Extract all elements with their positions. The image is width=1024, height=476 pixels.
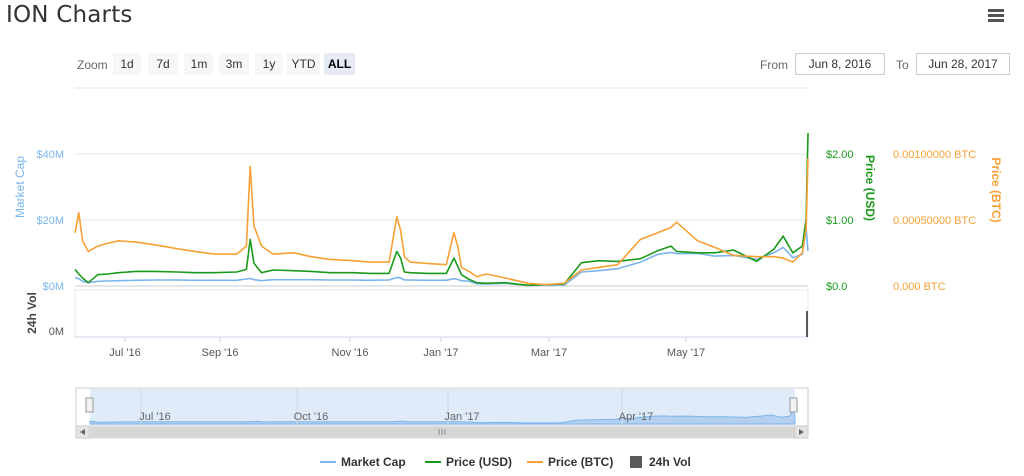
chart-legend: Market Cap Price (USD) Price (BTC) 24h V… — [0, 455, 1024, 469]
market-cap-tick-1: $20M — [36, 215, 64, 227]
market-cap-tick-0: $0M — [43, 281, 64, 293]
zoom-1y-button[interactable]: 1y — [255, 53, 283, 75]
legend-volume-swatch — [630, 456, 642, 468]
navigator-tick-2: Jan '17 — [444, 411, 479, 423]
legend-price-usd-label: Price (USD) — [446, 455, 513, 469]
x-tick-label-3: Jan '17 — [423, 347, 458, 359]
price-usd-tick-0: $0.0 — [826, 281, 847, 293]
price-btc-axis-title: Price (BTC) — [989, 157, 1003, 222]
page-title: ION Charts — [6, 2, 133, 28]
market-cap-axis-title: Market Cap — [13, 156, 27, 218]
volume-bar-56[interactable] — [806, 311, 808, 337]
x-tick-label-4: Mar '17 — [531, 347, 567, 359]
volume-panel — [74, 289, 809, 338]
chart-axes: $0M $20M $40M Market Cap $0.0 $1.00 $2.00 Price… — [13, 149, 1003, 359]
volume-axis-title: 24h Vol — [25, 292, 39, 334]
legend-market-cap[interactable]: Market Cap — [320, 455, 406, 469]
to-label: To — [896, 58, 909, 72]
legend-volume-label: 24h Vol — [649, 455, 691, 469]
legend-price-btc-swatch — [527, 461, 543, 463]
zoom-ytd-button[interactable]: YTD — [287, 53, 320, 75]
legend-volume[interactable]: 24h Vol — [630, 455, 691, 469]
from-label: From — [760, 58, 788, 72]
series-market-cap[interactable] — [74, 227, 809, 287]
legend-price-usd-swatch — [425, 461, 441, 463]
series-price-usd[interactable] — [74, 133, 809, 287]
to-date-input[interactable]: Jun 28, 2017 — [916, 53, 1010, 75]
price-usd-tick-1: $1.00 — [826, 215, 854, 227]
zoom-1d-button[interactable]: 1d — [113, 53, 141, 75]
navigator: Jul '16 Oct '16 Jan '17 Apr '17 — [75, 387, 809, 439]
legend-market-cap-label: Market Cap — [341, 455, 406, 469]
market-cap-tick-2: $40M — [36, 149, 64, 161]
navigator-series — [89, 409, 796, 425]
zoom-label: Zoom — [77, 58, 108, 72]
legend-market-cap-swatch — [320, 461, 336, 463]
navigator-handle-left[interactable] — [85, 397, 94, 413]
legend-price-usd[interactable]: Price (USD) — [425, 455, 512, 469]
chart-grid — [74, 87, 809, 338]
from-date-input[interactable]: Jun 8, 2016 — [795, 53, 885, 75]
zoom-7d-button[interactable]: 7d — [148, 53, 178, 75]
price-usd-axis-title: Price (USD) — [863, 155, 877, 221]
zoom-all-button[interactable]: ALL — [324, 53, 355, 75]
scrollbar-left-arrow-icon — [80, 429, 85, 435]
chart-series — [74, 133, 809, 337]
price-btc-tick-0: 0.000 BTC — [893, 281, 946, 293]
zoom-1m-button[interactable]: 1m — [184, 53, 214, 75]
x-tick-label-2: Nov '16 — [332, 347, 369, 359]
zoom-3m-button[interactable]: 3m — [219, 53, 249, 75]
x-tick-label-5: May '17 — [667, 347, 705, 359]
series-price-btc[interactable] — [74, 158, 809, 286]
navigator-tick-1: Oct '16 — [294, 411, 329, 423]
price-usd-tick-2: $2.00 — [826, 149, 854, 161]
navigator-handle-right[interactable] — [789, 397, 798, 413]
price-btc-tick-1: 0.00050000 BTC — [893, 215, 976, 227]
navigator-tick-3: Apr '17 — [619, 411, 654, 423]
legend-price-btc-label: Price (BTC) — [548, 455, 614, 469]
x-tick-label-1: Sep '16 — [202, 347, 239, 359]
menu-icon[interactable] — [988, 9, 1004, 23]
legend-price-btc[interactable]: Price (BTC) — [527, 455, 613, 469]
price-btc-tick-2: 0.00100000 BTC — [893, 149, 976, 161]
navigator-tick-0: Jul '16 — [139, 411, 170, 423]
x-tick-label-0: Jul '16 — [109, 347, 140, 359]
scrollbar-right-arrow-icon — [799, 429, 804, 435]
volume-tick-0: 0M — [49, 326, 64, 338]
